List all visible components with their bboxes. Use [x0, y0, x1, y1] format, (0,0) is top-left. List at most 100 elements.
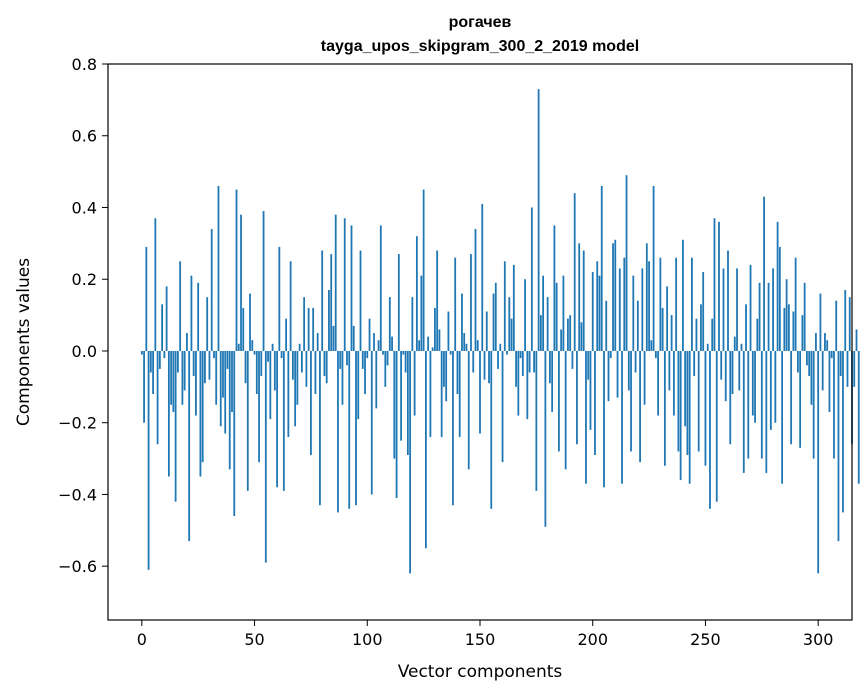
bar	[222, 350, 224, 398]
bar	[431, 347, 434, 351]
bar	[539, 315, 542, 351]
bar	[262, 211, 265, 351]
bar	[210, 229, 213, 351]
bar	[463, 333, 466, 351]
bar	[373, 333, 375, 351]
bar	[560, 329, 563, 351]
bar	[612, 243, 614, 351]
bar	[508, 297, 511, 351]
bar	[530, 207, 533, 351]
bar	[188, 350, 191, 542]
bar	[330, 254, 333, 351]
bar	[517, 350, 520, 416]
bar	[199, 350, 202, 477]
bar	[391, 336, 393, 351]
bar	[736, 268, 738, 351]
bar	[524, 279, 526, 351]
bar	[156, 350, 159, 445]
bar	[594, 350, 596, 455]
bar	[618, 268, 621, 351]
bar	[481, 203, 484, 351]
bar	[312, 307, 315, 351]
bar	[429, 350, 432, 438]
bar	[758, 282, 761, 351]
bar	[497, 350, 499, 369]
chart-title: рогачев	[449, 14, 512, 31]
bar	[224, 350, 227, 434]
bar	[260, 350, 263, 377]
bar	[686, 350, 689, 455]
bar	[643, 350, 646, 405]
bar	[645, 243, 648, 351]
bar	[749, 264, 752, 351]
bar	[379, 225, 382, 351]
bar	[357, 350, 360, 420]
bar	[830, 350, 833, 359]
bar	[204, 350, 206, 384]
bar	[650, 340, 653, 351]
bar	[201, 350, 204, 463]
bar	[364, 350, 366, 395]
x-tick-label: 250	[690, 630, 721, 649]
bar	[368, 318, 371, 351]
bar	[406, 350, 409, 455]
bar	[154, 218, 157, 351]
bar	[666, 286, 669, 351]
bar	[503, 261, 506, 351]
bar	[815, 333, 817, 351]
bar	[176, 350, 179, 373]
bar	[551, 350, 554, 412]
bar	[352, 325, 355, 351]
bar	[519, 350, 522, 359]
bar	[161, 304, 164, 351]
bar	[724, 350, 727, 402]
bar	[558, 350, 560, 452]
y-tick-label: −0.4	[58, 485, 97, 504]
bar	[422, 189, 425, 351]
bar	[179, 261, 182, 351]
bar	[264, 350, 267, 563]
bar	[799, 350, 802, 448]
bar	[316, 333, 319, 351]
chart-subtitle: tayga_upos_skipgram_300_2_2019 model	[321, 38, 639, 55]
bar	[589, 350, 592, 430]
bar	[319, 350, 321, 506]
bar	[271, 343, 274, 351]
bar	[492, 293, 495, 351]
bar	[427, 336, 430, 351]
bar	[627, 350, 630, 391]
bar	[506, 350, 508, 355]
bar	[174, 350, 177, 502]
bar	[774, 350, 777, 423]
bar	[542, 275, 545, 351]
plot-frame	[107, 63, 853, 621]
y-tick-label: 0.8	[72, 55, 97, 74]
bar	[355, 350, 357, 506]
bar	[621, 350, 623, 484]
x-tick-label: 50	[244, 630, 264, 649]
bar	[812, 350, 815, 459]
bar	[476, 340, 479, 351]
bar	[553, 225, 556, 351]
bar	[682, 239, 684, 351]
bar	[273, 350, 276, 391]
bar	[659, 257, 662, 351]
bar	[140, 350, 143, 355]
bar	[720, 350, 723, 380]
bar	[454, 257, 457, 351]
bar	[571, 350, 574, 369]
y-tick-label: 0.6	[72, 127, 97, 146]
bar	[715, 350, 718, 502]
bar	[548, 350, 551, 384]
bar	[217, 185, 220, 351]
bar	[652, 185, 655, 351]
bar	[819, 293, 822, 351]
bar	[470, 254, 472, 351]
bar	[578, 243, 581, 351]
bar	[623, 257, 626, 351]
bar	[663, 350, 666, 466]
bar	[688, 350, 691, 484]
bar	[567, 318, 569, 351]
bar	[409, 350, 412, 574]
bar	[512, 264, 515, 351]
